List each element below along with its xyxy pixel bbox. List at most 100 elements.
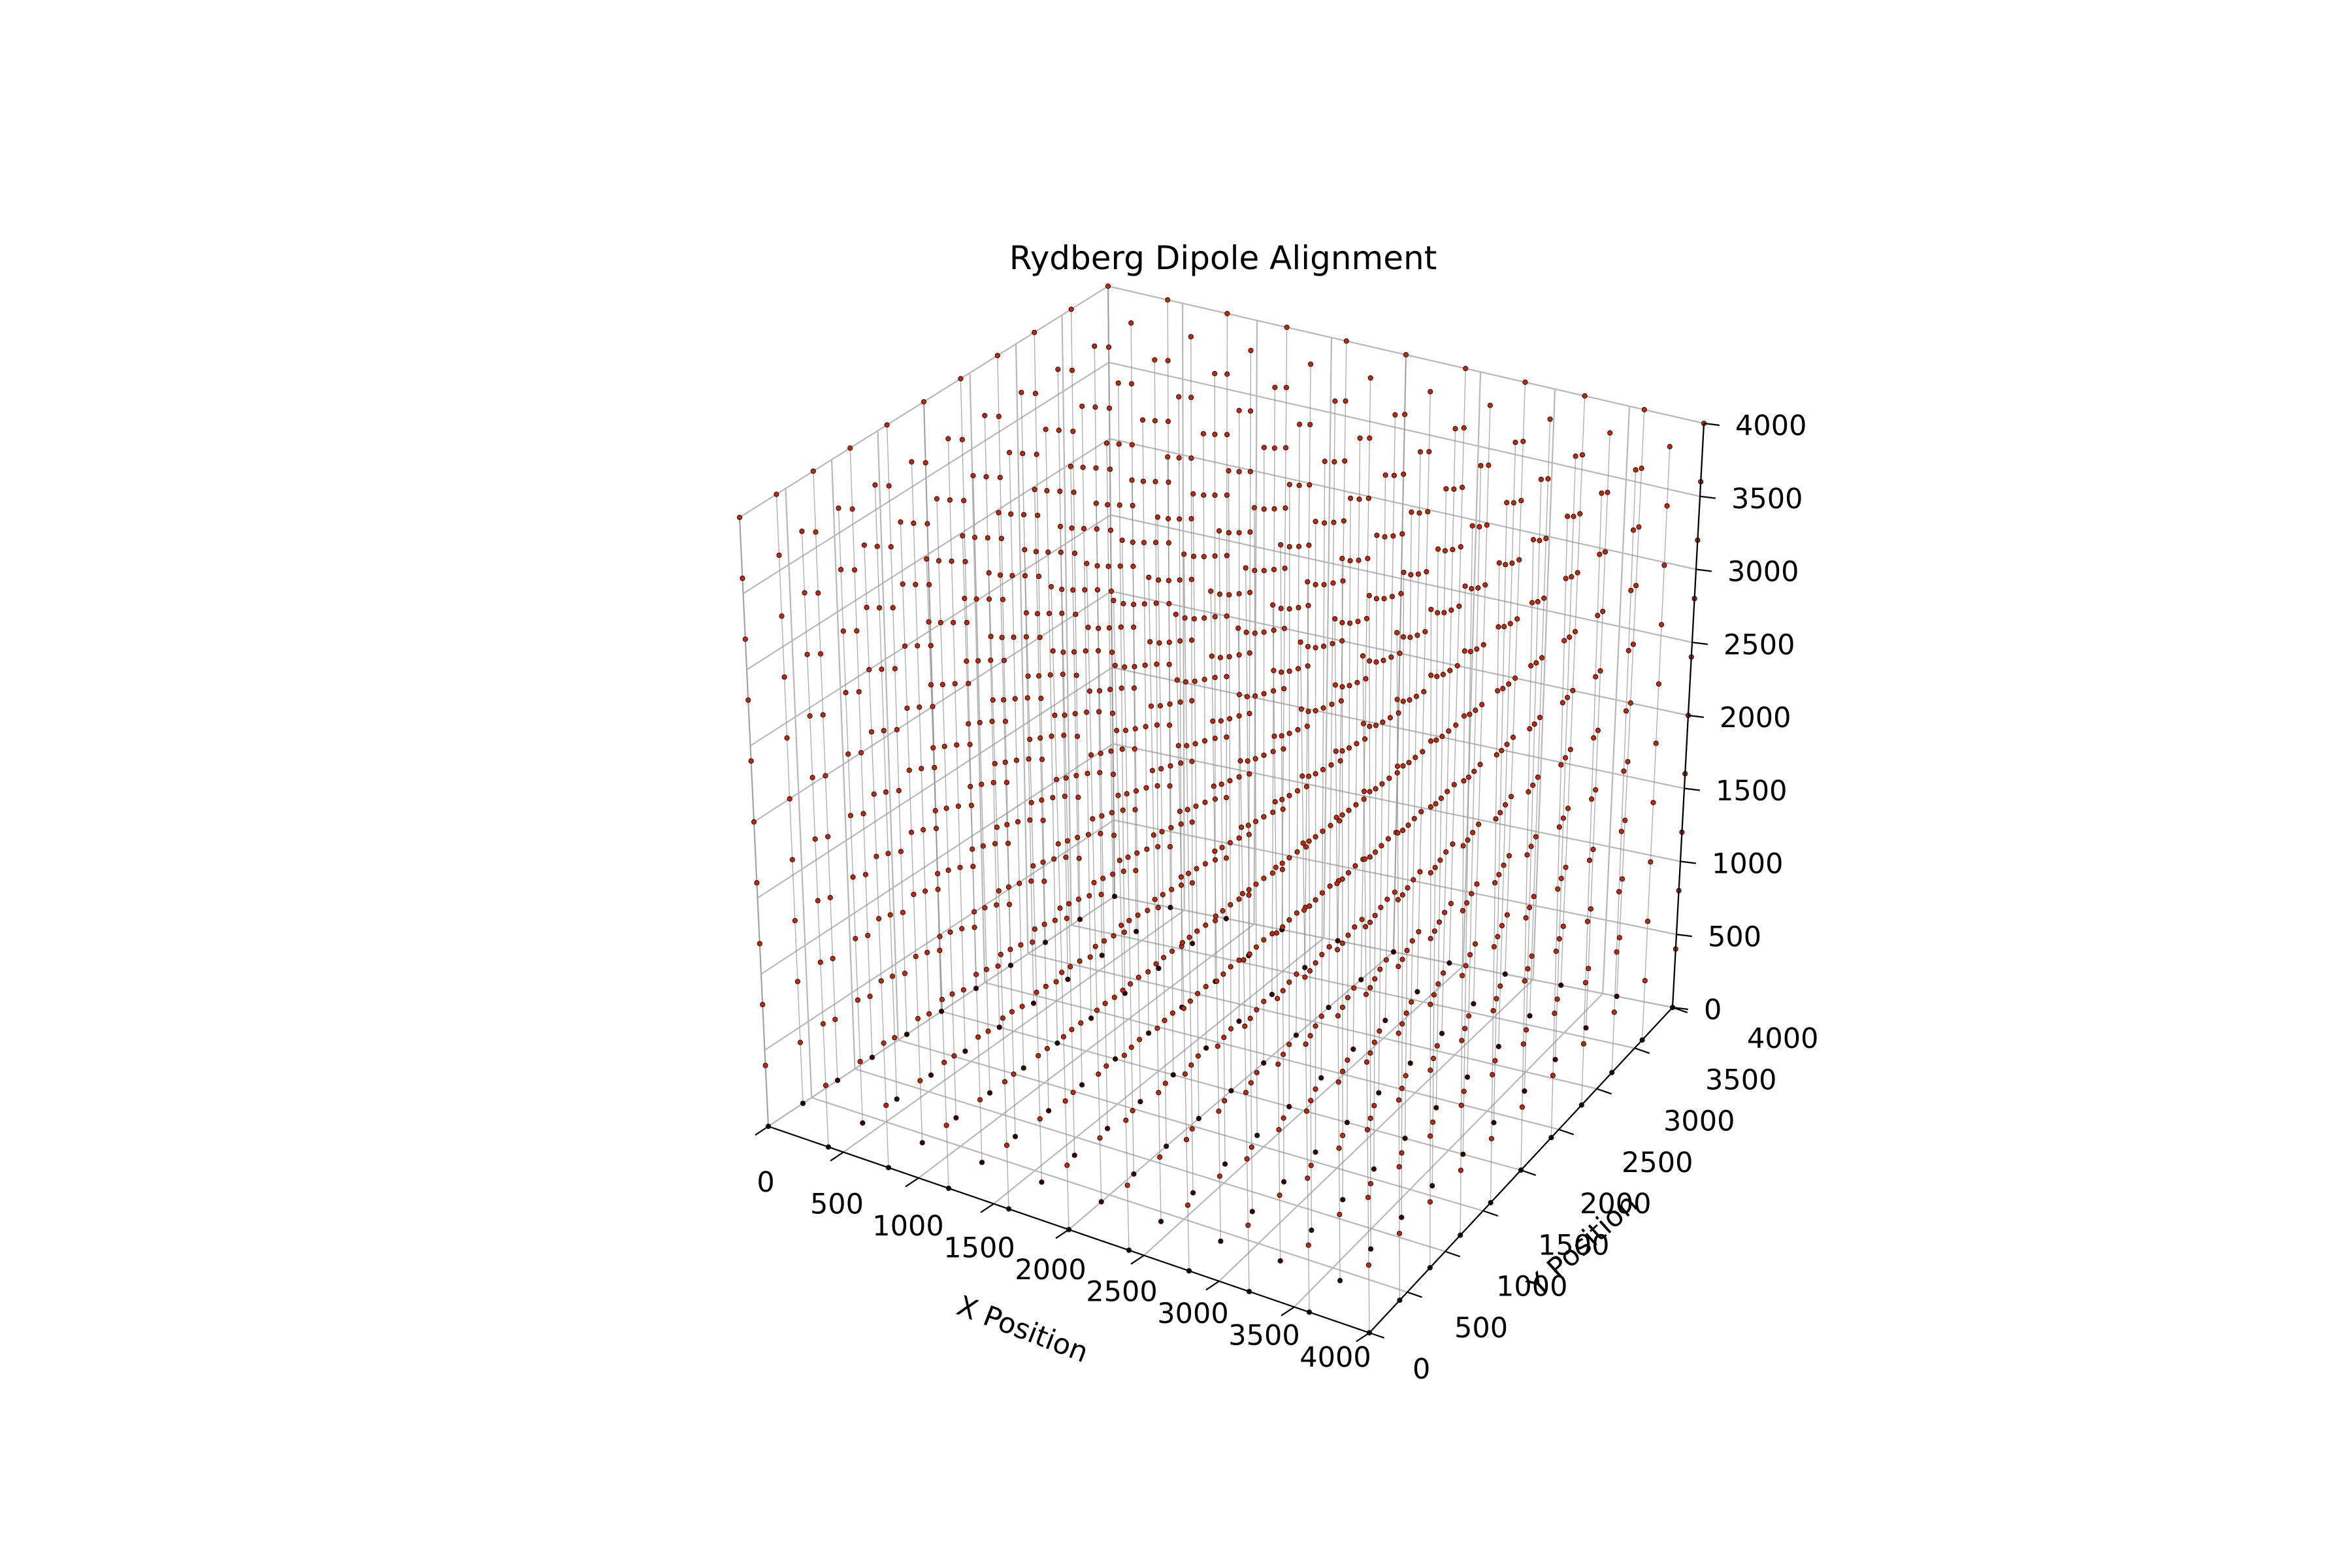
y-axis-tick-label: 500	[1454, 1312, 1508, 1345]
data-point	[1339, 684, 1345, 690]
data-point	[1130, 502, 1135, 508]
data-point	[742, 636, 748, 642]
data-point	[784, 735, 790, 741]
data-point	[1286, 917, 1292, 923]
data-point	[1437, 857, 1443, 863]
data-point	[979, 781, 985, 787]
data-point	[1520, 438, 1526, 444]
data-point	[1236, 957, 1242, 963]
data-point	[1364, 1059, 1370, 1065]
data-point	[1346, 745, 1352, 751]
data-point	[959, 436, 965, 443]
data-point	[1413, 693, 1419, 700]
data-point	[1270, 809, 1276, 815]
data-point	[1120, 600, 1126, 607]
data-point	[1428, 1068, 1433, 1073]
data-point	[1516, 557, 1522, 563]
data-point	[1060, 1034, 1067, 1039]
data-point	[1529, 600, 1535, 606]
data-point	[1333, 815, 1339, 821]
data-point	[1365, 495, 1371, 501]
data-point	[1261, 691, 1267, 696]
data-point	[1499, 923, 1505, 928]
data-point	[1281, 1051, 1286, 1058]
data-point	[1098, 751, 1103, 757]
data-point	[1073, 612, 1079, 617]
data-point	[1275, 1061, 1281, 1067]
data-point	[1400, 698, 1406, 704]
data-point	[1428, 1133, 1433, 1139]
data-point	[1442, 909, 1448, 915]
data-point	[1537, 715, 1543, 721]
data-point	[1428, 936, 1433, 941]
data-point	[879, 666, 885, 672]
data-point	[1422, 629, 1428, 635]
data-point	[1330, 580, 1336, 586]
data-point	[1299, 773, 1305, 779]
data-point	[1217, 1173, 1223, 1179]
data-point	[1254, 1007, 1260, 1013]
data-point	[1224, 734, 1230, 740]
data-point	[1450, 547, 1456, 553]
data-point	[1012, 1134, 1019, 1139]
data-point	[1414, 988, 1420, 995]
data-point	[1076, 855, 1082, 861]
data-point	[1212, 370, 1218, 377]
data-point	[1146, 1030, 1152, 1036]
data-point	[1396, 1030, 1401, 1036]
data-point	[1227, 840, 1233, 846]
data-point	[1527, 905, 1533, 911]
data-point	[972, 534, 978, 540]
data-point	[1181, 551, 1187, 557]
data-point	[1179, 939, 1186, 945]
data-point	[1192, 678, 1198, 684]
data-point	[1043, 983, 1049, 990]
data-point	[1618, 828, 1624, 834]
data-point	[1271, 506, 1277, 512]
data-point	[1189, 759, 1195, 764]
data-point	[1352, 924, 1358, 930]
data-point	[1313, 960, 1318, 966]
data-point	[1368, 1246, 1374, 1252]
data-point	[1275, 996, 1281, 1002]
data-point	[1213, 913, 1218, 919]
data-point	[1111, 933, 1117, 939]
data-point	[1474, 646, 1480, 652]
data-point	[1378, 904, 1384, 911]
data-point	[1371, 1103, 1377, 1109]
data-point	[748, 758, 754, 764]
data-point	[1215, 1043, 1220, 1049]
data-point	[1004, 822, 1010, 828]
data-point	[1271, 566, 1277, 572]
data-point	[945, 867, 951, 874]
data-point	[1304, 723, 1310, 729]
data-point	[1236, 835, 1242, 841]
data-point	[1438, 795, 1444, 802]
data-point	[1189, 698, 1195, 704]
data-point	[1251, 505, 1258, 511]
data-point	[1085, 625, 1091, 630]
z-axis-tick	[1699, 495, 1716, 499]
data-point	[937, 934, 943, 939]
data-point	[1332, 616, 1338, 622]
data-point	[1152, 896, 1158, 902]
data-point	[911, 520, 917, 526]
data-point	[754, 880, 760, 886]
data-point	[1504, 742, 1510, 747]
data-point	[1389, 594, 1395, 600]
data-point	[1004, 779, 1010, 785]
data-point	[1433, 801, 1439, 807]
data-point	[1032, 329, 1037, 335]
data-point	[1040, 859, 1046, 865]
data-point	[1373, 723, 1379, 728]
data-point	[1074, 734, 1081, 740]
data-point	[1541, 595, 1547, 601]
data-point	[1131, 1171, 1137, 1177]
data-point	[1561, 638, 1567, 644]
data-point	[1372, 913, 1378, 919]
data-point	[1106, 625, 1113, 631]
data-point	[1247, 711, 1252, 717]
data-point	[1590, 847, 1596, 853]
data-point	[1403, 1010, 1409, 1016]
